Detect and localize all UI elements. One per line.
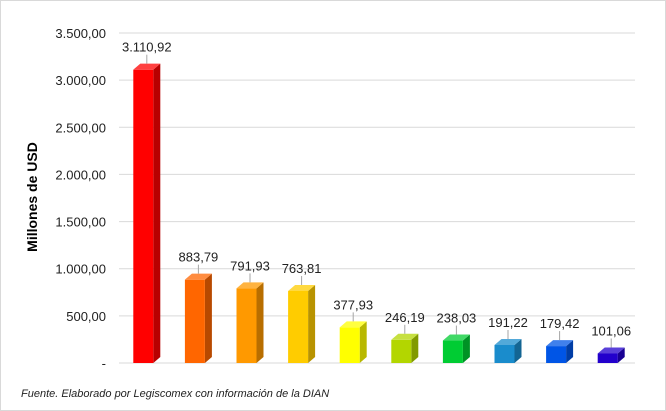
bar-front bbox=[546, 346, 567, 363]
y-tick-label: 3.500,00 bbox=[55, 26, 106, 41]
bar-top bbox=[546, 340, 574, 347]
bar bbox=[442, 334, 470, 363]
bar-side bbox=[204, 273, 212, 363]
bar-side bbox=[514, 338, 522, 363]
bar-front bbox=[236, 288, 257, 363]
bar-top bbox=[236, 282, 264, 289]
data-label: 3.110,92 bbox=[122, 40, 172, 55]
bar bbox=[391, 333, 419, 363]
bar-front bbox=[288, 290, 309, 363]
bar-side bbox=[256, 282, 264, 363]
data-label: 883,79 bbox=[179, 250, 219, 265]
y-tick-label: - bbox=[102, 356, 106, 371]
bar-top bbox=[391, 333, 419, 340]
data-label: 246,19 bbox=[385, 310, 425, 325]
bar bbox=[133, 63, 161, 363]
bar-top bbox=[184, 273, 212, 280]
bar-front bbox=[339, 327, 360, 363]
data-label: 191,22 bbox=[488, 315, 528, 330]
data-label: 763,81 bbox=[282, 261, 322, 276]
bar-front bbox=[133, 69, 154, 363]
bar-side bbox=[462, 334, 470, 363]
bar-side bbox=[617, 347, 625, 363]
bar-top bbox=[288, 284, 316, 291]
y-tick-label: 3.000,00 bbox=[55, 73, 106, 88]
bar bbox=[236, 282, 264, 363]
bar-top bbox=[339, 321, 367, 328]
bar-top bbox=[597, 347, 625, 354]
bar-top bbox=[494, 338, 522, 345]
y-tick-label: 500,00 bbox=[66, 309, 106, 324]
data-label: 377,93 bbox=[333, 297, 373, 312]
y-axis-label: Millones de USD bbox=[24, 142, 40, 252]
bar-top bbox=[133, 63, 161, 70]
y-axis-ticks: - 500,00 1.000,00 1.500,00 2.000,00 2.500,00 3… bbox=[55, 26, 106, 371]
y-tick-label: 2.500,00 bbox=[55, 120, 106, 135]
bar-front bbox=[184, 279, 205, 363]
bar-side bbox=[359, 321, 367, 363]
bar-front bbox=[494, 344, 515, 363]
bar-front bbox=[391, 339, 412, 363]
data-label: 791,93 bbox=[230, 258, 270, 273]
bar-side bbox=[153, 63, 161, 363]
bar bbox=[288, 284, 316, 363]
source-note: Fuente. Elaborado por Legiscomex con inf… bbox=[21, 388, 329, 400]
data-labels: 3.110,92 883,79 791,93 763,81 377,93 246,19 23… bbox=[122, 40, 631, 348]
bars bbox=[133, 63, 625, 363]
bar-top bbox=[442, 334, 470, 341]
bar bbox=[494, 338, 522, 363]
data-label: 179,42 bbox=[540, 316, 580, 331]
y-tick-label: 2.000,00 bbox=[55, 167, 106, 182]
data-label: 238,03 bbox=[437, 311, 477, 326]
bar bbox=[339, 321, 367, 363]
bar-side bbox=[308, 284, 316, 363]
y-tick-label: 1.000,00 bbox=[55, 262, 106, 277]
bar bbox=[597, 347, 625, 363]
bar bbox=[184, 273, 212, 363]
data-label: 101,06 bbox=[591, 323, 631, 338]
bar-front bbox=[442, 340, 463, 363]
y-tick-label: 1.500,00 bbox=[55, 215, 106, 230]
bar-side bbox=[411, 333, 419, 363]
bar-front bbox=[597, 353, 618, 363]
bar-side bbox=[566, 340, 574, 363]
bar bbox=[546, 340, 574, 363]
